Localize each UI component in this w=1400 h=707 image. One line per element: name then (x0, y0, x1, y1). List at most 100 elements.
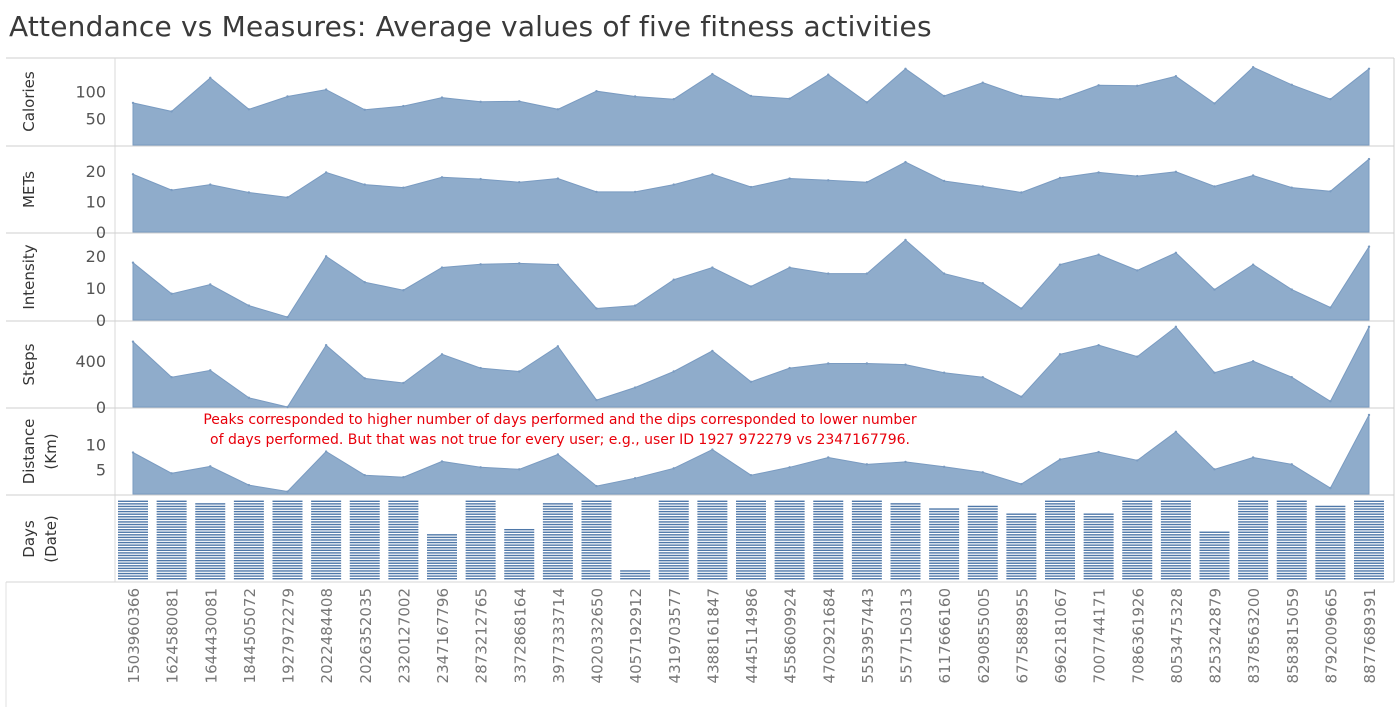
day-segment (311, 547, 342, 549)
day-segment (311, 523, 342, 526)
data-point (1174, 75, 1178, 78)
day-segment (736, 510, 766, 513)
day-segment (736, 513, 766, 515)
data-point (1290, 83, 1293, 86)
day-segment (388, 565, 419, 567)
day-segment (736, 523, 766, 526)
day-segment (1199, 536, 1230, 539)
day-segment (272, 544, 303, 546)
day-segment (118, 572, 148, 575)
day-segment (1006, 578, 1037, 580)
day-segment (851, 567, 882, 570)
day-segment (813, 510, 844, 513)
day-segment (1160, 536, 1191, 539)
day-segment (272, 557, 303, 559)
day-segment (658, 578, 689, 580)
data-point (402, 289, 405, 292)
day-segment (1199, 570, 1230, 572)
data-point (672, 278, 675, 281)
day-segment (1045, 554, 1075, 557)
day-segment (1045, 521, 1075, 523)
day-segment (851, 513, 882, 515)
day-segment (195, 572, 226, 575)
day-segment (620, 570, 651, 572)
day-segment (1315, 567, 1346, 570)
day-segment (1045, 510, 1075, 513)
day-segment (465, 567, 496, 570)
data-point (904, 363, 907, 366)
day-segment (465, 531, 496, 533)
day-segment (851, 547, 882, 549)
day-segment (774, 578, 805, 580)
day-segment (890, 513, 921, 515)
day-segment (156, 547, 187, 549)
day-segment (658, 505, 689, 508)
day-segment (1045, 505, 1075, 508)
day-segment (1315, 526, 1346, 528)
data-point (827, 362, 830, 365)
day-segment (118, 508, 148, 510)
data-point (402, 381, 405, 385)
day-segment (736, 508, 766, 510)
data-point (1290, 288, 1293, 291)
day-segment (581, 552, 612, 554)
day-segment (736, 575, 766, 577)
day-segment (851, 516, 882, 518)
day-segment (1354, 547, 1384, 549)
day-segment (890, 575, 921, 577)
y-tick-label: 400 (75, 352, 106, 371)
day-segment (1083, 547, 1114, 549)
day-segment (349, 513, 380, 515)
day-segment (1122, 562, 1153, 564)
day-segment (1083, 578, 1114, 580)
day-segment (1238, 528, 1269, 531)
day-segment (890, 554, 921, 557)
day-segment (1238, 549, 1269, 552)
day-segment (1354, 549, 1384, 552)
day-bar (311, 500, 342, 580)
y-tick-label: 0 (96, 223, 106, 242)
day-segment (272, 505, 303, 508)
day-segment (697, 539, 728, 541)
day-segment (311, 510, 342, 513)
day-segment (1315, 534, 1346, 536)
data-point (209, 76, 212, 80)
day-segment (542, 505, 573, 508)
panel-2: 0 10 20 Intensity (6, 238, 1394, 330)
day-segment (1006, 539, 1037, 541)
day-segment (233, 572, 264, 575)
day-segment (929, 510, 960, 513)
day-segment (504, 539, 535, 541)
day-segment (118, 565, 148, 567)
day-segment (118, 544, 148, 546)
day-segment (195, 521, 226, 523)
day-segment (1045, 534, 1075, 536)
day-segment (736, 554, 766, 557)
data-point (1058, 353, 1062, 356)
day-segment (851, 559, 882, 562)
day-segment (774, 575, 805, 577)
day-segment (195, 541, 226, 544)
day-segment (465, 500, 496, 502)
y-axis-label: Steps (20, 343, 38, 385)
day-segment (118, 518, 148, 521)
day-segment (851, 526, 882, 528)
data-point (286, 405, 289, 409)
day-segment (465, 570, 496, 572)
day-segment (929, 521, 960, 523)
day-segment (233, 570, 264, 572)
day-segment (388, 575, 419, 577)
day-segment (1199, 565, 1230, 567)
day-segment (195, 557, 226, 559)
day-segment (890, 552, 921, 554)
day-segment (813, 575, 844, 577)
day-segment (272, 526, 303, 528)
day-segment (1315, 565, 1346, 567)
day-segment (658, 518, 689, 521)
day-segment (388, 562, 419, 564)
day-segment (658, 523, 689, 526)
day-segment (195, 570, 226, 572)
day-segment (1199, 547, 1230, 549)
day-segment (851, 508, 882, 510)
day-segment (1276, 513, 1307, 515)
